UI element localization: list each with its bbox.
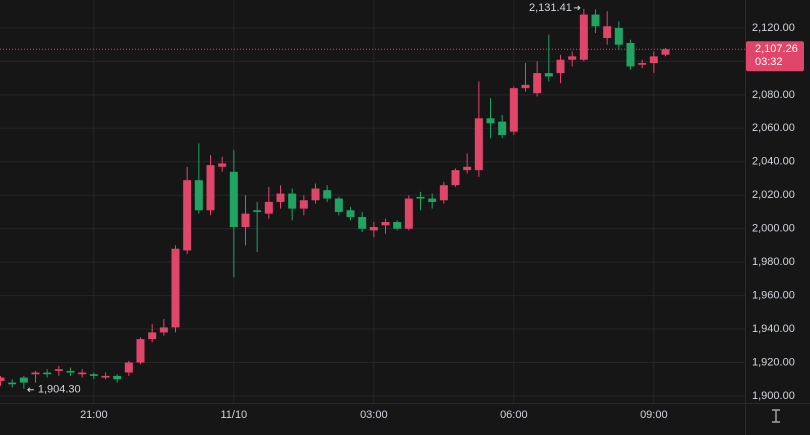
candle-body	[638, 63, 647, 65]
candle-body	[486, 118, 495, 124]
candle-body	[346, 210, 355, 217]
candle-body	[276, 193, 285, 202]
candle-body	[136, 339, 145, 363]
candle-body	[19, 377, 28, 383]
candle-body	[416, 196, 425, 199]
candle-body	[603, 26, 612, 38]
candle-body	[218, 163, 227, 167]
y-tick-label: 1,960.00	[752, 290, 795, 302]
x-tick-label: 11/10	[220, 409, 247, 421]
low-marker-label: 1,904.30	[38, 384, 81, 396]
y-tick-label: 2,120.00	[752, 22, 795, 34]
candle-body	[299, 200, 308, 209]
candle-body	[404, 198, 413, 229]
candle-body	[31, 372, 40, 375]
candle-body	[194, 180, 203, 211]
candle-body	[124, 362, 133, 373]
candle-body	[463, 166, 472, 171]
candle-body	[649, 56, 658, 64]
candle-body	[568, 56, 577, 60]
candle-body	[148, 332, 157, 340]
y-tick-label: 2,060.00	[752, 122, 795, 134]
y-tick-label: 1,920.00	[752, 356, 795, 368]
candle-body	[183, 180, 192, 251]
candle-body	[498, 121, 507, 136]
low-marker-arrow	[27, 387, 34, 393]
candle-body	[311, 188, 320, 201]
candle-body	[0, 377, 5, 381]
candle-body	[264, 201, 273, 214]
y-tick-label: 2,040.00	[752, 156, 795, 168]
candle-body	[626, 42, 635, 67]
candle-body	[393, 221, 402, 229]
x-tick-label: 09:00	[640, 409, 668, 421]
candle-body	[54, 369, 63, 371]
candle-body	[369, 227, 378, 231]
y-tick-label: 2,020.00	[752, 189, 795, 201]
high-marker-arrow	[573, 5, 581, 11]
candle-body	[474, 118, 483, 171]
countdown-label: 03:32	[755, 56, 783, 68]
y-tick-label: 2,000.00	[752, 223, 795, 235]
x-tick-label: 06:00	[500, 409, 528, 421]
candle-body	[78, 372, 87, 375]
candle-body	[8, 382, 17, 385]
candle-body	[253, 210, 262, 212]
candle-body	[544, 73, 553, 77]
x-tick-label: 03:00	[360, 409, 388, 421]
axis-toggle-icon[interactable]	[772, 409, 780, 423]
candle-body	[229, 171, 238, 228]
candle-body	[533, 73, 542, 94]
y-tick-label: 1,900.00	[752, 390, 795, 402]
x-tick-label: 21:00	[80, 409, 108, 421]
candle-body	[159, 327, 168, 333]
candle-body	[171, 248, 180, 328]
y-tick-label: 2,080.00	[752, 89, 795, 101]
last-price-label: 2,107.26	[755, 43, 798, 55]
candle-body	[428, 198, 437, 202]
candle-body	[334, 198, 343, 212]
candle-body	[241, 213, 250, 228]
candle-body	[113, 375, 122, 380]
candle-body	[591, 14, 600, 27]
grid	[0, 0, 745, 403]
candle-body	[661, 49, 670, 55]
candle-body	[43, 372, 52, 375]
candle-body	[439, 185, 448, 201]
candle-body	[66, 370, 75, 373]
candle-body	[521, 84, 530, 89]
candle-body	[614, 27, 623, 45]
candle-body	[89, 374, 98, 376]
candle-body	[101, 375, 110, 378]
y-tick-label: 1,940.00	[752, 323, 795, 335]
axes: 1,900.00 1,920.00 1,940.00 1,960.00 1,980.00…	[80, 22, 804, 421]
last-price-box	[746, 41, 804, 72]
candle-body	[358, 216, 367, 229]
plot-area: 2,131.41 1,904.30	[0, 2, 745, 396]
candle-body	[206, 165, 215, 211]
candle-body	[288, 193, 297, 209]
candle-body	[323, 190, 332, 199]
candle-body	[451, 170, 460, 186]
candle-body	[509, 88, 518, 132]
high-marker-label: 2,131.41	[529, 2, 572, 14]
candle-body	[579, 14, 588, 60]
candle-body	[556, 59, 565, 74]
y-tick-label: 1,980.00	[752, 256, 795, 268]
candle-body	[381, 221, 390, 226]
